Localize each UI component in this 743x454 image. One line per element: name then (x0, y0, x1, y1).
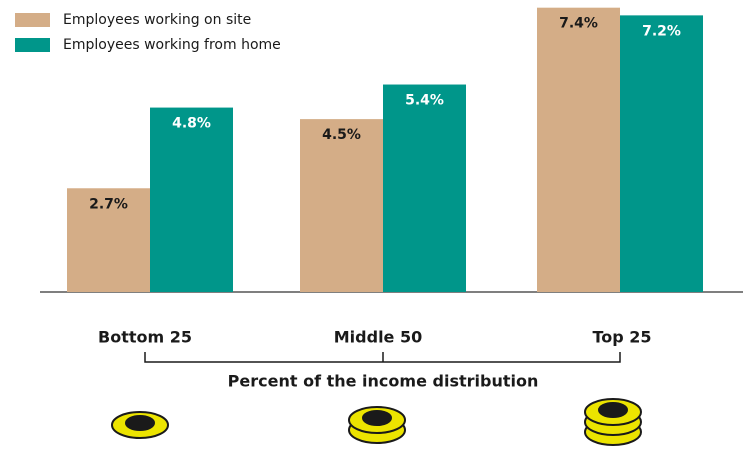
x-tick-label: Top 25 (592, 328, 651, 347)
coin-icons (111, 398, 642, 446)
x-axis-title: Percent of the income distribution (228, 372, 539, 391)
legend-label: Employees working on site (63, 12, 251, 28)
value-label: 4.8% (172, 116, 211, 132)
bracket (144, 352, 621, 363)
bar (150, 107, 233, 292)
value-label: 7.4% (559, 16, 598, 32)
value-label: 2.7% (89, 196, 128, 212)
x-tick-label: Bottom 25 (98, 328, 192, 347)
bar (67, 188, 150, 292)
legend-swatch (15, 13, 50, 27)
value-label: 4.5% (322, 127, 361, 143)
legend-swatch (15, 38, 50, 52)
value-label: 7.2% (642, 23, 681, 39)
value-label: 5.4% (405, 93, 444, 109)
bar (300, 119, 383, 293)
legend-label: Employees working from home (63, 37, 281, 53)
bar (537, 7, 620, 293)
bar (620, 15, 703, 293)
x-tick-label: Middle 50 (334, 328, 422, 347)
bar (383, 84, 466, 293)
